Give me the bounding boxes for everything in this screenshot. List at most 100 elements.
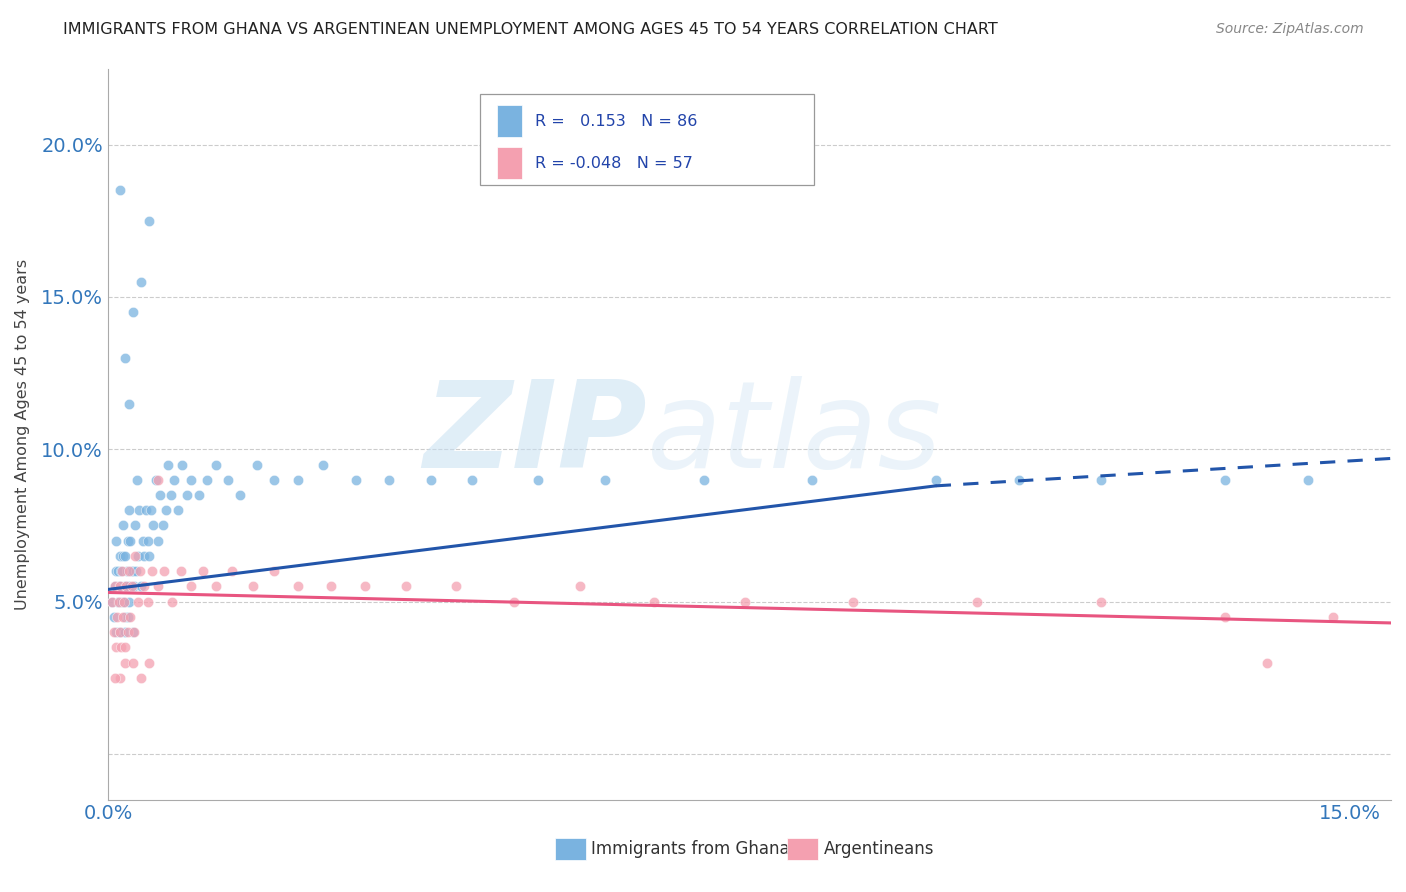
Point — [129, 579, 152, 593]
Point — [138, 656, 160, 670]
Point — [118, 503, 141, 517]
Point — [108, 625, 131, 640]
Point — [128, 503, 150, 517]
Point — [124, 518, 146, 533]
Point — [111, 594, 134, 608]
Point — [167, 503, 190, 517]
Point — [118, 594, 141, 608]
Point — [800, 473, 823, 487]
Point — [132, 533, 155, 548]
Point — [115, 579, 138, 593]
Point — [117, 533, 139, 548]
Point — [129, 275, 152, 289]
Point — [246, 458, 269, 472]
Point — [263, 473, 285, 487]
Point — [132, 579, 155, 593]
Point — [138, 214, 160, 228]
Point — [1322, 610, 1344, 624]
Point — [124, 579, 146, 593]
Point — [287, 473, 309, 487]
Point — [121, 625, 143, 640]
Point — [263, 564, 285, 578]
Point — [110, 640, 132, 655]
Point — [114, 625, 136, 640]
Point — [925, 473, 948, 487]
Point — [118, 396, 141, 410]
Point — [104, 579, 127, 593]
Point — [103, 610, 125, 624]
Point — [136, 594, 159, 608]
Point — [734, 594, 756, 608]
Point — [966, 594, 988, 608]
Text: Argentineans: Argentineans — [824, 840, 935, 858]
Point — [118, 564, 141, 578]
Point — [105, 533, 128, 548]
Text: Source: ZipAtlas.com: Source: ZipAtlas.com — [1216, 22, 1364, 37]
Point — [105, 640, 128, 655]
Point — [1090, 473, 1112, 487]
Point — [1007, 473, 1029, 487]
Point — [312, 458, 335, 472]
Point — [125, 473, 148, 487]
Point — [114, 579, 136, 593]
Bar — [496, 147, 523, 179]
Point — [419, 473, 441, 487]
Point — [146, 533, 169, 548]
Point — [344, 473, 367, 487]
Point — [108, 549, 131, 563]
Point — [163, 473, 186, 487]
Point — [120, 610, 142, 624]
Point — [111, 549, 134, 563]
Point — [114, 549, 136, 563]
Point — [502, 594, 524, 608]
Point — [135, 503, 157, 517]
Text: R =   0.153   N = 86: R = 0.153 N = 86 — [536, 114, 697, 128]
Point — [842, 594, 865, 608]
Text: IMMIGRANTS FROM GHANA VS ARGENTINEAN UNEMPLOYMENT AMONG AGES 45 TO 54 YEARS CORR: IMMIGRANTS FROM GHANA VS ARGENTINEAN UNE… — [63, 22, 998, 37]
Point — [287, 579, 309, 593]
Point — [103, 625, 125, 640]
Point — [353, 579, 375, 593]
Point — [125, 564, 148, 578]
Point — [139, 503, 162, 517]
Point — [142, 518, 165, 533]
Point — [146, 473, 169, 487]
Point — [110, 579, 132, 593]
Point — [105, 625, 128, 640]
Point — [105, 610, 128, 624]
Point — [111, 610, 134, 624]
Point — [141, 564, 163, 578]
Point — [129, 564, 152, 578]
Point — [101, 594, 124, 608]
Point — [155, 503, 177, 517]
Point — [122, 625, 145, 640]
Point — [120, 533, 142, 548]
Point — [115, 564, 138, 578]
Point — [111, 518, 134, 533]
Text: ZIP: ZIP — [423, 376, 647, 492]
Text: atlas: atlas — [647, 376, 942, 492]
Point — [101, 594, 124, 608]
Point — [444, 579, 467, 593]
Point — [1090, 594, 1112, 608]
Point — [157, 458, 180, 472]
Point — [104, 671, 127, 685]
Point — [138, 549, 160, 563]
Bar — [496, 105, 523, 137]
Point — [117, 610, 139, 624]
Point — [110, 625, 132, 640]
Point — [107, 594, 129, 608]
Point — [153, 564, 176, 578]
Point — [1215, 610, 1237, 624]
Point — [180, 473, 202, 487]
Point — [378, 473, 401, 487]
Point — [107, 594, 129, 608]
Point — [527, 473, 550, 487]
Point — [643, 594, 665, 608]
Point — [221, 564, 243, 578]
FancyBboxPatch shape — [479, 95, 814, 186]
Point — [160, 594, 183, 608]
Point — [105, 564, 128, 578]
Point — [134, 549, 156, 563]
Point — [121, 564, 143, 578]
